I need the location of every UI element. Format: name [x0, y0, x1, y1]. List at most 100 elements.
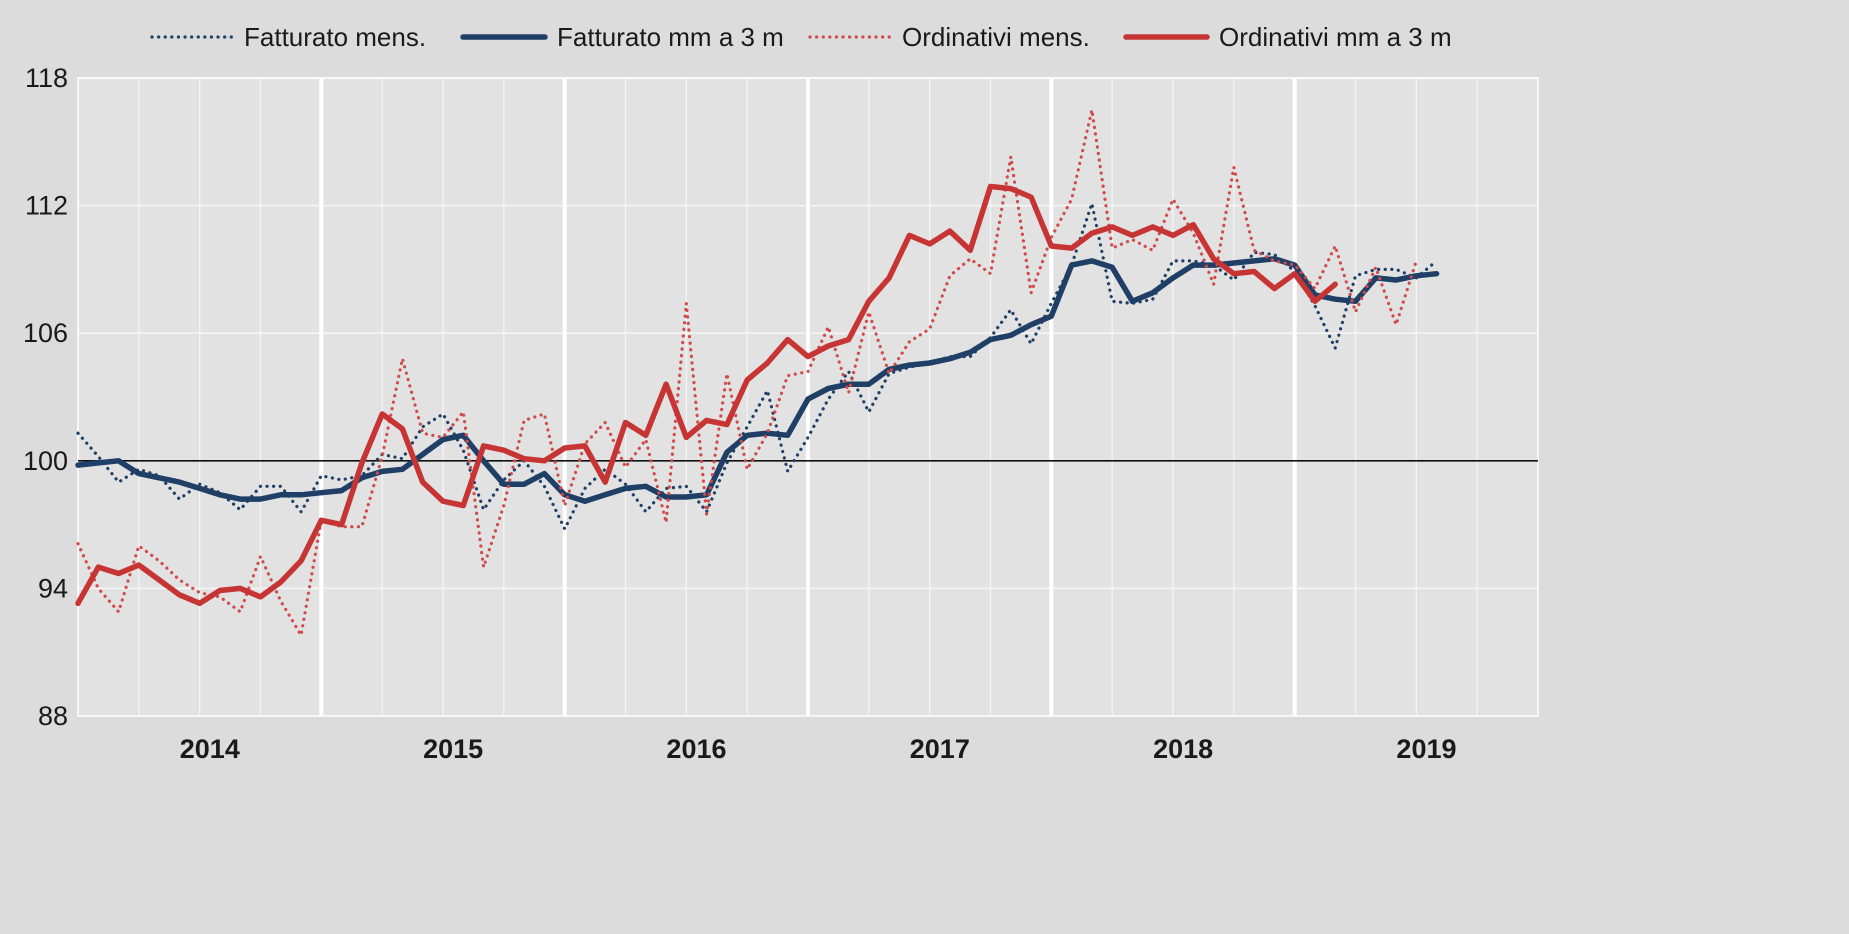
data-point [1355, 301, 1357, 303]
data-point [544, 486, 546, 488]
data-point [1416, 260, 1418, 262]
data-point [361, 526, 363, 528]
data-point [1172, 260, 1174, 262]
data-point [1193, 260, 1195, 262]
data-point [239, 509, 241, 511]
data-point [1253, 250, 1255, 252]
data-point [179, 498, 181, 500]
data-point [909, 364, 911, 366]
data-point [807, 356, 809, 358]
data-point [1010, 335, 1012, 337]
data-point [300, 560, 302, 562]
data-point [767, 362, 769, 364]
data-point [1172, 198, 1174, 200]
data-point [706, 420, 708, 422]
data-point [767, 390, 769, 392]
data-point [949, 275, 951, 277]
data-point [787, 435, 789, 437]
data-point [1395, 269, 1397, 271]
data-point [1051, 245, 1053, 247]
data-point [604, 469, 606, 471]
data-point [402, 458, 404, 460]
data-point [1010, 309, 1012, 311]
data-point [118, 460, 120, 462]
data-point [929, 362, 931, 364]
data-point [665, 522, 667, 524]
data-point [98, 456, 100, 458]
data-point [665, 383, 667, 385]
data-point [138, 473, 140, 475]
data-point [1314, 288, 1316, 290]
legend-label: Ordinativi mm a 3 m [1219, 22, 1452, 52]
data-point [686, 437, 688, 439]
data-point [1152, 226, 1154, 228]
data-point [422, 432, 424, 434]
data-point [1395, 279, 1397, 281]
data-point [260, 486, 262, 488]
data-point [381, 456, 383, 458]
data-point [199, 592, 201, 594]
data-point [1071, 198, 1073, 200]
data-point [179, 481, 181, 483]
y-tick-label: 118 [25, 63, 68, 93]
data-point [1152, 298, 1154, 300]
data-point [138, 564, 140, 566]
data-point [868, 383, 870, 385]
data-point [828, 398, 830, 400]
data-point [280, 486, 282, 488]
x-tick-label: 2018 [1153, 734, 1213, 764]
data-point [868, 411, 870, 413]
data-point [787, 471, 789, 473]
data-point [98, 566, 100, 568]
data-point [564, 528, 566, 530]
data-point [463, 435, 465, 437]
data-point [807, 371, 809, 373]
y-tick-label: 112 [25, 191, 68, 221]
data-point [1294, 273, 1296, 275]
series-line [75, 183, 1338, 607]
data-point [584, 445, 586, 447]
data-point [239, 588, 241, 590]
data-point [1111, 226, 1113, 228]
data-point [726, 462, 728, 464]
data-point [625, 466, 627, 468]
data-point [949, 358, 951, 360]
legend-label: Fatturato mens. [244, 22, 426, 52]
data-point [503, 505, 505, 507]
data-point [422, 481, 424, 483]
data-point [990, 339, 992, 341]
y-tick-label: 100 [23, 446, 68, 476]
data-point [381, 413, 383, 415]
data-point [990, 186, 992, 188]
data-point [138, 545, 140, 547]
data-point [179, 579, 181, 581]
data-point [98, 588, 100, 590]
data-point [523, 458, 525, 460]
data-point [665, 488, 667, 490]
data-point [645, 486, 647, 488]
data-point [1274, 254, 1276, 256]
data-point [1233, 262, 1235, 264]
data-point [1071, 247, 1073, 249]
data-point [868, 301, 870, 303]
data-point [463, 505, 465, 507]
data-point [888, 369, 890, 371]
data-point [969, 258, 971, 260]
data-point [564, 494, 566, 496]
data-point [1030, 324, 1032, 326]
data-point [1274, 260, 1276, 262]
data-point [1132, 301, 1134, 303]
data-point [1436, 260, 1438, 262]
data-point [341, 490, 343, 492]
data-point [544, 473, 546, 475]
data-point [828, 345, 830, 347]
data-point [219, 494, 221, 496]
data-point [1253, 260, 1255, 262]
data-point [280, 581, 282, 583]
x-tick-label: 2017 [910, 734, 970, 764]
data-point [1436, 273, 1438, 275]
x-tick-label: 2014 [180, 734, 240, 764]
data-point [848, 392, 850, 394]
data-point [584, 488, 586, 490]
